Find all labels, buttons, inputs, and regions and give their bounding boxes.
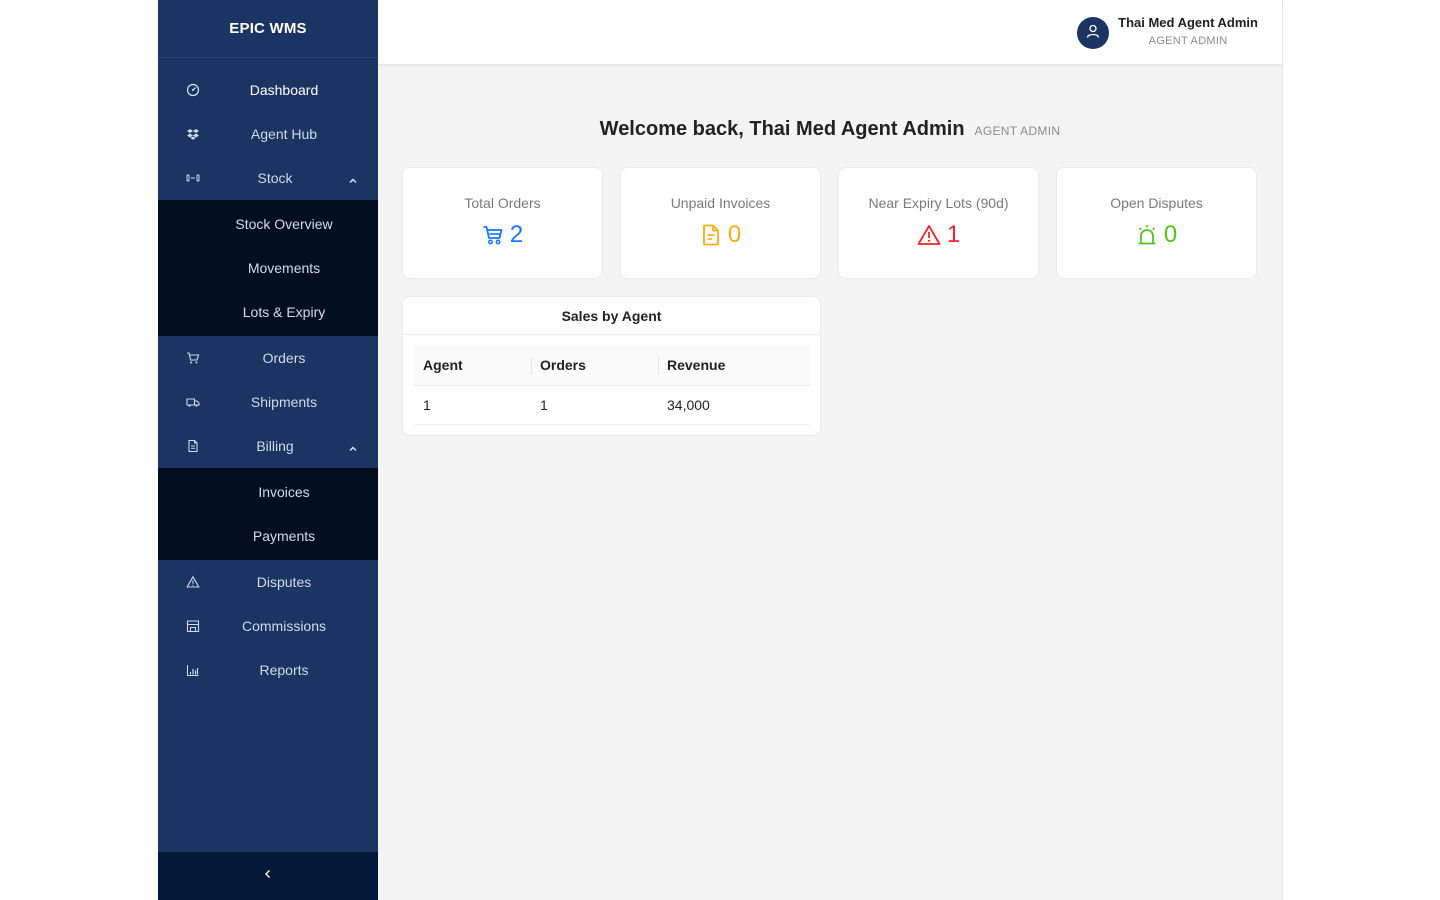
table-cell: 34,000 [658, 385, 810, 425]
sidebar-subitem-lots-expiry[interactable]: Lots & Expiry [242, 304, 326, 320]
file-text-icon [186, 439, 200, 453]
stock-submenu: Stock Overview Movements Lots & Expiry [158, 200, 378, 336]
sidebar-item-commissions[interactable]: Commissions [158, 604, 378, 648]
sidebar-item-agent-hub[interactable]: Agent Hub [158, 112, 378, 156]
main-content: Thai Med Agent Admin AGENT ADMIN Welcome… [378, 0, 1282, 900]
stat-cards: Total Orders 2 Unpaid Invoices 0 Near Ex… [402, 167, 1257, 279]
table-cell: 1 [414, 385, 531, 425]
user-role: AGENT ADMIN [1148, 35, 1228, 47]
sidebar-item-label: Agent Hub [250, 126, 318, 142]
chevron-left-icon [262, 867, 274, 885]
dropbox-icon [186, 127, 200, 141]
column-header-orders[interactable]: Orders [531, 346, 658, 386]
sidebar-item-label: Billing [256, 438, 294, 454]
brand-logo[interactable]: EPIC WMS [158, 0, 378, 58]
stat-value: 0 [727, 221, 742, 248]
chevron-up-icon [348, 173, 358, 183]
user-name: Thai Med Agent Admin [1118, 15, 1258, 30]
barcode-icon [186, 171, 200, 185]
sidebar-item-dashboard[interactable]: Dashboard [158, 68, 378, 112]
role-tag: AGENT ADMIN [974, 124, 1061, 138]
sidebar-item-disputes[interactable]: Disputes [158, 560, 378, 604]
cart-icon [483, 226, 503, 245]
sidebar-item-billing[interactable]: Billing [158, 424, 378, 468]
bar-chart-icon [186, 663, 200, 677]
cart-icon [186, 351, 200, 365]
sidebar-item-label: Commissions [241, 618, 326, 634]
app-shell: EPIC WMS Dashboard Agent Hub Stock [158, 0, 1283, 900]
table-header-row: Agent Orders Revenue [414, 346, 810, 386]
sidebar-item-reports[interactable]: Reports [158, 648, 378, 692]
warning-icon [186, 575, 200, 589]
table-cell: 1 [531, 385, 658, 425]
chevron-up-icon [348, 441, 358, 451]
sidebar-collapse-button[interactable] [158, 852, 378, 900]
card-title: Sales by Agent [403, 297, 820, 335]
warning-icon [917, 225, 941, 245]
sidebar-item-label: Shipments [250, 394, 318, 410]
sidebar-item-label: Dashboard [249, 82, 319, 98]
billing-submenu: Invoices Payments [158, 468, 378, 560]
alert-icon [1138, 225, 1156, 245]
sidebar-item-label: Orders [262, 350, 306, 366]
sales-table: Agent Orders Revenue 1 1 34,000 [414, 346, 810, 425]
sidebar-item-orders[interactable]: Orders [158, 336, 378, 380]
stat-value-row: 0 [621, 221, 820, 249]
user-menu[interactable]: Thai Med Agent Admin AGENT ADMIN [1077, 15, 1258, 49]
stat-value-row: 1 [839, 221, 1038, 249]
stat-card-unpaid-invoices: Unpaid Invoices 0 [620, 167, 821, 279]
stat-title: Near Expiry Lots (90d) [868, 195, 1009, 211]
stat-card-open-disputes: Open Disputes 0 [1056, 167, 1257, 279]
stat-card-near-expiry: Near Expiry Lots (90d) 1 [838, 167, 1039, 279]
stat-value-row: 0 [1057, 221, 1256, 249]
stat-value-row: 2 [403, 221, 602, 249]
stat-value: 1 [946, 221, 961, 248]
file-icon [702, 224, 719, 246]
sidebar-menu: Dashboard Agent Hub Stock Stock Overview [158, 58, 378, 692]
sales-by-agent-card: Sales by Agent Agent Orders Revenue 1 1 … [402, 296, 821, 436]
truck-icon [186, 395, 200, 409]
sidebar-subitem-payments[interactable]: Payments [252, 528, 316, 544]
sidebar-item-label: Disputes [256, 574, 312, 590]
stat-card-total-orders: Total Orders 2 [402, 167, 603, 279]
sidebar-subitem-stock-overview[interactable]: Stock Overview [235, 216, 333, 232]
page-title: Welcome back, Thai Med Agent Admin [599, 118, 965, 140]
welcome-heading: Welcome back, Thai Med Agent Admin AGENT … [378, 118, 1282, 141]
table-row[interactable]: 1 1 34,000 [414, 385, 810, 425]
stat-title: Unpaid Invoices [670, 195, 771, 211]
dashboard-icon [186, 83, 200, 97]
sidebar: EPIC WMS Dashboard Agent Hub Stock [158, 0, 378, 900]
stat-title: Open Disputes [1110, 195, 1203, 211]
column-header-revenue[interactable]: Revenue [658, 346, 810, 386]
stat-value: 2 [509, 221, 524, 248]
sidebar-item-label: Reports [259, 662, 309, 678]
stat-title: Total Orders [464, 195, 541, 211]
column-header-agent[interactable]: Agent [414, 346, 531, 386]
user-icon [1085, 23, 1101, 44]
stat-value: 0 [1163, 221, 1178, 248]
sidebar-item-stock[interactable]: Stock [158, 156, 378, 200]
sidebar-item-shipments[interactable]: Shipments [158, 380, 378, 424]
top-bar: Thai Med Agent Admin AGENT ADMIN [378, 0, 1282, 65]
sidebar-item-label: Stock [257, 170, 293, 186]
shop-icon [186, 619, 200, 633]
sidebar-subitem-movements[interactable]: Movements [247, 260, 321, 276]
avatar[interactable] [1077, 17, 1110, 49]
sidebar-subitem-invoices[interactable]: Invoices [258, 484, 310, 500]
user-info: Thai Med Agent Admin AGENT ADMIN [1118, 15, 1258, 47]
